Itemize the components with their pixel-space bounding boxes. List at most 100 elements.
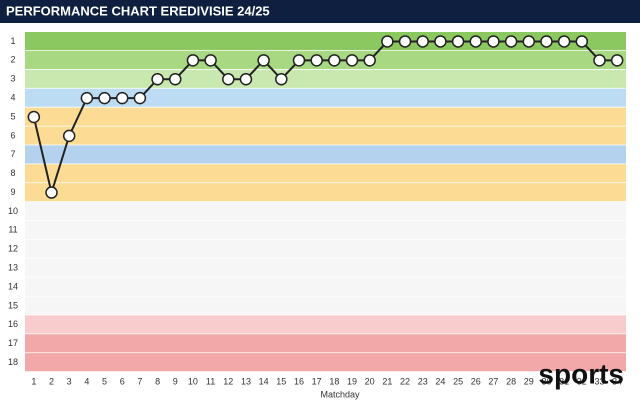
matchday-marker	[416, 35, 429, 48]
x-tick-label: 10	[188, 376, 198, 386]
x-tick-label: 24	[435, 376, 445, 386]
x-tick-label: 28	[506, 376, 516, 386]
y-tick-label: 4	[10, 92, 15, 102]
matchday-marker	[522, 35, 536, 48]
y-tick-label: 8	[10, 168, 15, 178]
matchday-marker	[275, 72, 288, 86]
y-tick-label: 14	[8, 281, 18, 291]
x-tick-label: 23	[418, 376, 428, 386]
matchday-marker	[487, 35, 500, 48]
x-tick-label: 11	[206, 376, 215, 386]
y-tick-label: 12	[8, 244, 18, 254]
matchday-marker	[328, 54, 341, 67]
x-tick-label: 22	[400, 376, 410, 386]
x-tick-label: 30	[541, 376, 551, 386]
matchday-marker	[222, 72, 235, 86]
position-band	[25, 315, 626, 335]
x-tick-label: 17	[312, 376, 322, 386]
matchday-marker	[133, 91, 147, 105]
matchday-marker	[434, 35, 447, 48]
matchday-marker	[593, 54, 606, 67]
matchday-marker	[169, 72, 182, 86]
position-band	[25, 126, 626, 146]
matchday-marker	[310, 54, 323, 67]
x-tick-label: 27	[488, 376, 498, 386]
y-tick-label: 16	[8, 319, 18, 329]
matchday-marker	[186, 54, 200, 67]
matchday-marker	[610, 54, 624, 67]
matchday-marker	[540, 35, 553, 48]
x-tick-label: 16	[294, 376, 304, 386]
x-tick-label: 31	[559, 376, 569, 386]
x-tick-label: 29	[524, 376, 534, 386]
title-bar	[0, 0, 640, 23]
x-tick-label: 26	[471, 376, 481, 386]
y-tick-label: 18	[8, 357, 18, 367]
matchday-marker	[115, 91, 129, 105]
position-band	[25, 183, 626, 202]
x-tick-label: 21	[382, 376, 392, 386]
y-tick-label: 11	[8, 225, 17, 235]
matchday-marker	[381, 35, 394, 48]
y-tick-label: 15	[8, 300, 18, 310]
position-band	[25, 220, 626, 240]
position-band	[25, 145, 626, 165]
position-line	[32, 40, 618, 197]
matchday-marker	[469, 35, 482, 48]
chart-title: PERFORMANCE CHART EREDIVISIE 24/25	[6, 3, 270, 18]
matchday-marker	[363, 54, 376, 67]
y-tick-label: 2	[10, 55, 15, 65]
x-tick-label: 25	[453, 376, 463, 386]
matchday-marker	[204, 54, 217, 67]
position-band	[25, 69, 626, 89]
x-axis-label: Matchday	[320, 389, 360, 399]
matchday-marker	[557, 35, 571, 48]
position-band	[25, 202, 626, 221]
position-band	[25, 164, 626, 184]
matchday-marker	[62, 129, 76, 143]
y-tick-label: 10	[8, 206, 18, 216]
x-tick-label: 32	[577, 376, 587, 386]
x-tick-label: 8	[155, 376, 160, 386]
x-tick-label: 7	[137, 376, 142, 386]
x-tick-label: 18	[329, 376, 339, 386]
x-tick-label: 5	[102, 376, 107, 386]
matchday-marker	[45, 186, 58, 199]
x-tick-label: 9	[173, 376, 178, 386]
matchday-marker	[398, 35, 412, 48]
matchday-marker	[345, 54, 359, 67]
y-tick-label: 3	[10, 74, 15, 84]
matchday-marker	[451, 35, 465, 48]
matchday-marker	[239, 72, 253, 86]
matchday-marker	[292, 54, 306, 67]
position-band	[25, 334, 626, 354]
position-band	[25, 353, 626, 372]
position-band	[25, 258, 626, 278]
y-tick-label: 17	[8, 338, 18, 348]
x-tick-label: 13	[241, 376, 251, 386]
matchday-marker	[257, 54, 270, 67]
y-tick-label: 6	[10, 130, 15, 140]
x-tick-label: 19	[347, 376, 357, 386]
x-tick-label: 20	[365, 376, 375, 386]
x-tick-label: 4	[84, 376, 89, 386]
y-tick-label: 13	[8, 262, 18, 272]
x-tick-label: 6	[120, 376, 125, 386]
position-band	[25, 277, 626, 297]
matchday-marker	[575, 35, 589, 48]
position-band	[25, 88, 626, 108]
watermark: sports	[538, 358, 624, 389]
y-tick-label: 9	[10, 187, 15, 197]
matchday-marker	[27, 110, 41, 124]
matchday-marker	[80, 91, 94, 105]
x-tick-label: 15	[276, 376, 286, 386]
position-band	[25, 107, 626, 127]
matchday-marker	[98, 91, 111, 105]
position-band	[25, 239, 626, 259]
x-tick-label: 34	[612, 376, 622, 386]
y-tick-label: 5	[10, 111, 15, 121]
matchday-marker	[504, 35, 518, 48]
x-tick-label: 2	[49, 376, 54, 386]
